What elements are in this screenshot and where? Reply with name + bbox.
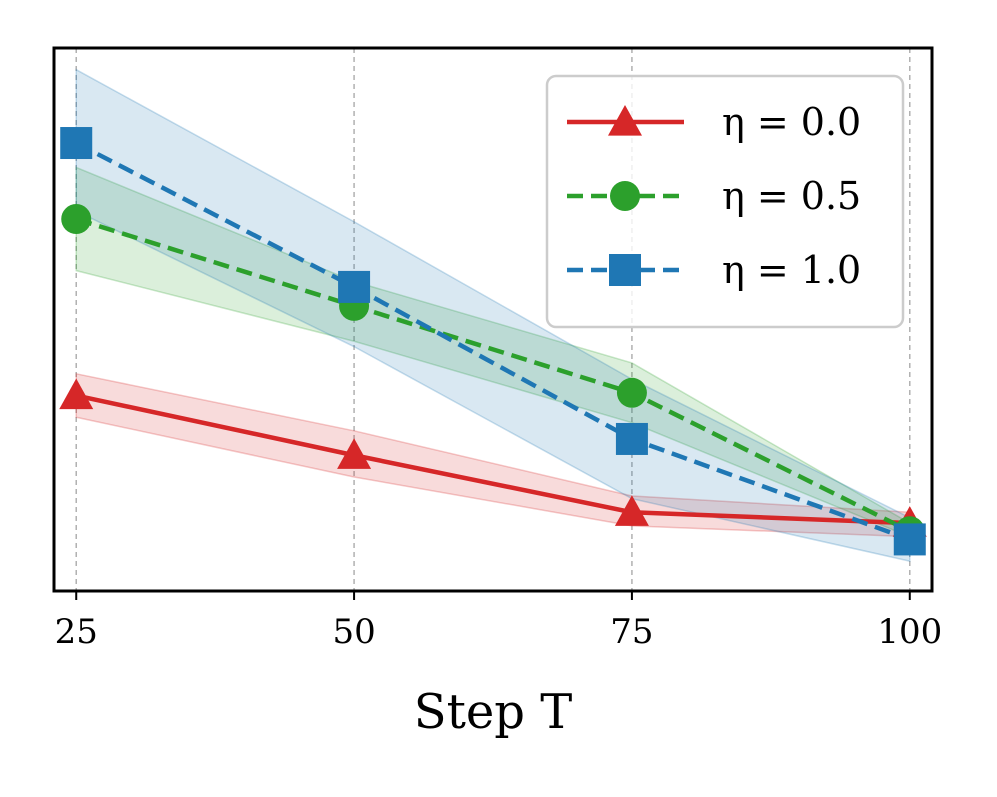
legend: η = 0.0 η = 0.5 η = 1.0: [545, 74, 905, 329]
legend-marker-triangle: [608, 105, 642, 136]
x-tick-label: 75: [610, 612, 653, 652]
legend-label: η = 0.5: [722, 174, 861, 218]
data-point-square: [60, 127, 93, 160]
data-point-triangle: [59, 378, 94, 410]
data-point-square: [615, 422, 648, 455]
band-square: [75, 68, 911, 563]
series-markers: [59, 127, 927, 556]
x-axis-title: Step T: [414, 684, 573, 740]
x-tick-label: 100: [877, 612, 942, 652]
legend-label: η = 1.0: [722, 248, 861, 292]
data-point-triangle: [614, 495, 649, 526]
x-axis-ticks: 25 50 75 100: [55, 591, 942, 652]
legend-marker-square: [609, 254, 641, 286]
data-point-circle: [61, 204, 92, 235]
x-tick-label: 25: [55, 612, 98, 652]
series-line-circle: [75, 216, 911, 534]
data-point-triangle: [337, 438, 372, 469]
legend-label: η = 0.0: [722, 100, 861, 144]
series-lines: [75, 141, 911, 542]
series-line-triangle: [75, 393, 910, 526]
series-line-square: [75, 141, 911, 542]
plot-frame: [52, 46, 934, 593]
data-point-square: [893, 523, 926, 556]
data-point-square: [338, 270, 371, 303]
legend-marker-circle: [610, 181, 640, 211]
x-tick-label: 50: [332, 612, 375, 652]
data-point-circle: [616, 377, 647, 408]
